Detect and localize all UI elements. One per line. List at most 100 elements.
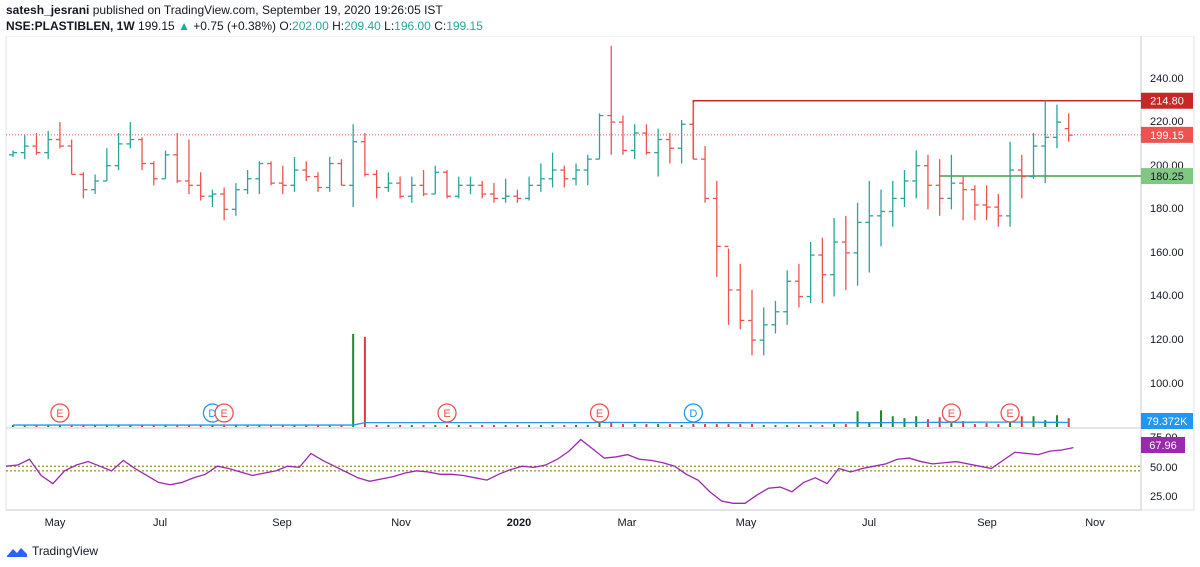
ohlc-bar [431, 165, 440, 195]
high-label: H: [332, 19, 345, 33]
volume-bar [891, 416, 894, 427]
last-price: 199.15 [138, 19, 175, 33]
svg-text:E: E [1006, 408, 1013, 420]
volume-bar [516, 425, 519, 427]
ohlc-bar [396, 176, 405, 199]
volume-bars [12, 333, 1070, 427]
ohlc-bar [560, 165, 569, 188]
volume-bar [399, 425, 402, 427]
volume-bar [387, 425, 390, 427]
drawn-levels[interactable] [6, 99, 1141, 177]
ohlc-bar [900, 170, 909, 208]
time-axis[interactable]: May Jul Sep Nov 2020 Mar May Jul Sep Nov [45, 517, 1106, 529]
price-change: +0.75 (+0.38%) [193, 19, 277, 33]
volume-value-label: 79.372K [1141, 413, 1193, 429]
tradingview-brand[interactable]: TradingView [6, 543, 98, 559]
volume-bar [563, 425, 566, 427]
time-tick: Sep [272, 517, 292, 529]
volume-bar [715, 424, 718, 427]
volume-bar [833, 424, 836, 427]
price-chart[interactable]: 240.00 220.00 200.00 180.00 160.00 140.0… [0, 36, 1200, 546]
volume-bar [270, 425, 273, 427]
volume-bar [152, 425, 155, 427]
svg-text:D: D [208, 408, 216, 420]
publish-info: satesh_jesrani published on TradingView.… [6, 3, 443, 17]
ohlc-bar [384, 172, 393, 192]
time-tick: May [736, 517, 757, 529]
volume-bar [246, 425, 249, 427]
volume-bar [446, 425, 449, 427]
volume-bar [973, 424, 976, 427]
ohlc-bar [841, 215, 850, 290]
volume-bar [551, 425, 554, 427]
ohlc-bar [173, 133, 182, 184]
price-tick: 160.00 [1150, 247, 1184, 259]
brand-name: TradingView [32, 544, 99, 558]
ohlc-bars [9, 45, 1073, 356]
volume-bar [129, 425, 132, 427]
ohlc-bar [349, 124, 358, 208]
volume-bar [375, 425, 378, 427]
ohlc-bar [443, 170, 452, 199]
volume-bar [47, 425, 50, 427]
volume-bar [199, 425, 202, 427]
ohlc-bar [114, 133, 123, 171]
open-value: 202.00 [292, 19, 329, 33]
svg-text:E: E [443, 408, 450, 420]
ohlc-bar [783, 270, 792, 325]
ohlc-bar [947, 154, 956, 210]
volume-bar [586, 425, 589, 427]
ohlc-bar [806, 242, 815, 304]
author-name[interactable]: satesh_jesrani [6, 3, 90, 17]
time-tick: Nov [391, 517, 411, 529]
ohlc-bar [184, 139, 193, 195]
ohlc-bar [478, 180, 487, 199]
volume-bar [856, 411, 859, 427]
ohlc-bar [20, 135, 29, 160]
symbol-legend: NSE:PLASTIBLEN, 1W 199.15 ▲ +0.75 (+0.38… [6, 19, 483, 33]
volume-bar [868, 423, 871, 427]
time-tick: May [45, 517, 66, 529]
volume-bar [281, 425, 284, 427]
tradingview-logo-icon [7, 548, 27, 557]
volume-bar [410, 425, 413, 427]
volume-bar [727, 424, 730, 427]
earnings-marker: E [437, 403, 457, 423]
ohlc-bar [912, 150, 921, 199]
price-tick: 100.00 [1150, 378, 1184, 390]
ohlc-bar [665, 133, 674, 164]
ohlc-bar [536, 163, 545, 192]
earnings-marker: E [589, 403, 610, 423]
ohlc-bar [818, 237, 827, 304]
ohlc-bar [677, 119, 686, 164]
ohlc-bar [302, 161, 311, 181]
ohlc-bar [771, 300, 780, 334]
volume-bar [223, 425, 226, 427]
volume-bar [1044, 420, 1047, 427]
ohlc-bar [525, 176, 534, 201]
volume-bar [70, 425, 73, 427]
volume-bar [809, 425, 812, 427]
volume-bar [575, 425, 578, 427]
volume-bar [633, 424, 636, 427]
volume-bar [880, 410, 883, 427]
volume-bar [293, 425, 296, 427]
volume-bar [1067, 418, 1070, 427]
volume-bar [950, 423, 953, 427]
symbol-name[interactable]: NSE:PLASTIBLEN, 1W [6, 19, 135, 33]
rsi-value-label: 67.96 [1141, 437, 1185, 453]
ohlc-bar [325, 156, 334, 192]
price-axis[interactable]: 240.00 220.00 200.00 180.00 160.00 140.0… [1150, 73, 1184, 390]
svg-text:E: E [948, 408, 955, 420]
volume-bar [539, 425, 542, 427]
ohlc-bar [513, 189, 522, 203]
ohlc-bar [607, 45, 616, 155]
volume-bar [422, 425, 425, 427]
price-tick: 120.00 [1150, 334, 1184, 346]
ohlc-bar [267, 161, 276, 186]
volume-bar [844, 424, 847, 427]
ohlc-bar [689, 102, 698, 160]
time-tick: Sep [977, 517, 997, 529]
ohlc-bar [337, 159, 346, 186]
